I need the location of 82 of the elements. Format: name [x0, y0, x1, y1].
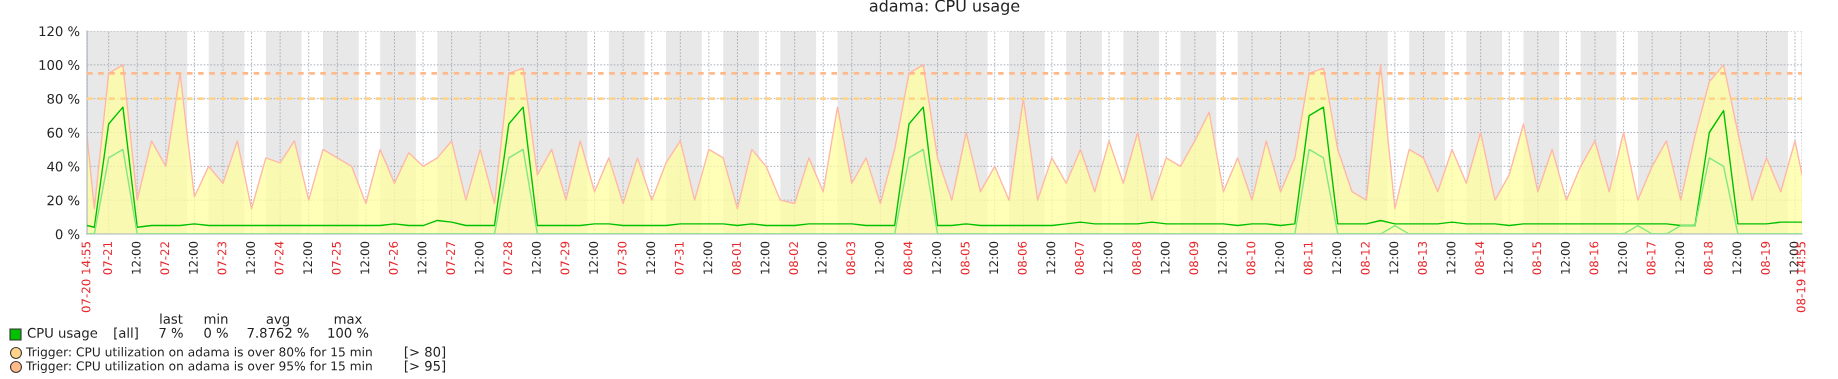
x-tick-label: 12:00: [1732, 241, 1742, 274]
x-tick-label: 12:00: [703, 241, 713, 274]
x-tick-label: 12:00: [1275, 241, 1284, 274]
x-tick-label: 07-31: [674, 242, 684, 275]
x-tick-label: 12:00: [1560, 241, 1570, 274]
x-tick-label: 12:00: [646, 241, 656, 274]
x-tick-label: 08-19: [1760, 241, 1770, 275]
x-tick-label: 08-06: [1017, 241, 1027, 275]
x-tick-label: 12:00: [474, 241, 484, 274]
x-tick-label: 12:00: [1160, 241, 1170, 274]
x-tick-label: 08-04: [903, 241, 913, 275]
x-tick-label: 08-13: [1417, 241, 1427, 275]
x-tick-label: 08-05: [960, 241, 970, 275]
text: 100 %: [328, 327, 369, 338]
x-tick-label: 08-09: [1189, 241, 1199, 275]
x-tick-label: 08-14: [1475, 241, 1485, 275]
x-tick-label: 12:00: [131, 241, 141, 274]
text: 0 %: [204, 327, 228, 338]
x-tick-label: 12:00: [1332, 241, 1342, 274]
y-tick-label: 0 %: [55, 229, 80, 240]
y-tick-label: 20 %: [47, 195, 80, 206]
x-tick-label: 08-16: [1589, 241, 1599, 275]
x-tick-label: 12:00: [817, 241, 827, 274]
x-tick-label: 08-11: [1303, 242, 1313, 275]
x-tick-label: 12:00: [246, 241, 255, 274]
x-tick-label: 12:00: [760, 241, 770, 274]
x-tick-label: 08-15: [1532, 241, 1542, 275]
text: last: [160, 313, 183, 324]
x-tick-label: 07-24: [274, 241, 284, 275]
text: [> 80]: [404, 346, 446, 359]
x-tick-label: 07-28: [503, 241, 513, 275]
x-tick-label: 08-12: [1360, 242, 1370, 275]
x-tick-label: 12:00: [589, 241, 598, 274]
text: min: [204, 313, 228, 324]
x-tick-label: 12:00: [1446, 241, 1456, 274]
x-tick-label: 12:00: [188, 241, 198, 274]
x-tick-label: 12:00: [1046, 241, 1056, 274]
x-tick-label: 08-17: [1646, 241, 1656, 275]
legend-label: Trigger: CPU utilization on adama is over 80% for 15 min: [25, 347, 372, 359]
x-tick-label: 12:00: [1675, 241, 1685, 274]
x-tick-label: 08-18: [1703, 241, 1713, 275]
x-tick-label: 07-22: [160, 242, 170, 275]
x-tick-label: 12:00: [531, 241, 541, 274]
text: avg: [266, 316, 289, 327]
x-tick-label: 12:00: [417, 241, 427, 274]
x-tick-label: 12:00: [1103, 241, 1113, 274]
x-tick-label: 07-21: [103, 242, 113, 275]
x-tick-label: 12:00: [932, 241, 941, 274]
x-tick-label: 07-27: [446, 241, 456, 275]
legend-label: CPU usage: [27, 327, 98, 341]
text: 7 %: [159, 327, 183, 338]
y-tick-label: 120 %: [39, 26, 80, 37]
x-tick-label: 12:00: [874, 241, 884, 274]
text: 7.8762 %: [247, 327, 309, 338]
x-tick-label: 07-23: [217, 241, 227, 275]
x-tick-label: 08-02: [789, 242, 799, 275]
x-tick-label: 12:00: [1217, 241, 1227, 274]
x-tick-label: 08-08: [1132, 241, 1142, 275]
x-tick-label: 08-07: [1074, 241, 1084, 275]
x-tick-label: 12:00: [360, 241, 370, 274]
chart-title: adama: CPU usage: [869, 0, 1020, 15]
x-tick-label: 12:00: [989, 241, 999, 274]
text: [> 95]: [404, 360, 446, 373]
text: [all]: [114, 327, 138, 340]
y-tick-label: 40 %: [47, 161, 80, 172]
x-tick-label: 08-03: [846, 241, 856, 275]
x-tick-label: 07-25: [331, 241, 341, 275]
x-tick-label: 12:00: [303, 241, 313, 274]
y-tick-label: 80 %: [47, 93, 80, 104]
x-tick-label: 07-30: [617, 241, 627, 275]
text: max: [334, 316, 362, 324]
x-tick-label: 12:00: [1618, 241, 1627, 274]
x-tick-label: 07-29: [560, 241, 570, 275]
x-tick-label: 12:00: [1389, 241, 1399, 274]
x-tick-label: 07-20 14:55: [81, 241, 91, 313]
x-tick-label: 07-26: [388, 241, 398, 275]
y-tick-label: 60 %: [47, 127, 80, 138]
y-tick-label: 100 %: [39, 60, 80, 71]
legend-label: Trigger: CPU utilization on adama is over 95% for 15 min: [25, 361, 372, 373]
x-tick-label: 08-10: [1246, 241, 1256, 275]
x-tick-label: 12:00: [1503, 241, 1513, 274]
x-tick-label: 08-01: [731, 242, 741, 275]
